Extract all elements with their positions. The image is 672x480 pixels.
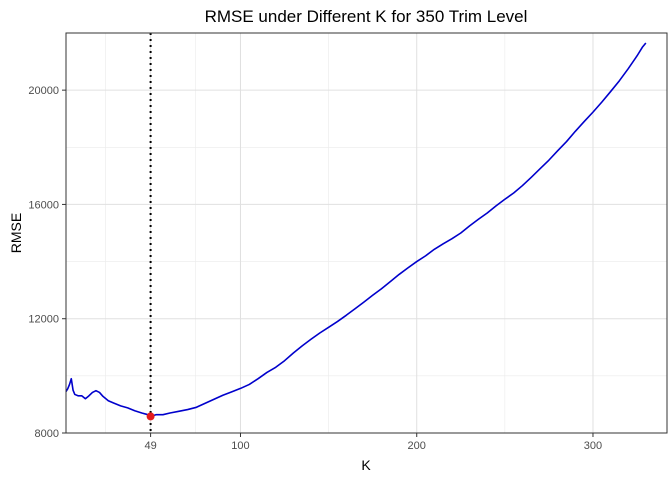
minimum-rmse-point: [146, 412, 155, 421]
y-tick-label: 8000: [35, 428, 59, 440]
y-tick-label: 16000: [28, 199, 59, 211]
x-tick-label: 200: [408, 440, 426, 452]
rmse-series-line: [65, 42, 647, 418]
axis-ticks: 49 100 200 300 8000 12000 16000 20000: [28, 85, 602, 452]
x-tick-label: 100: [231, 440, 249, 452]
data-marks: [65, 33, 647, 433]
y-axis-title: RMSE: [8, 213, 24, 253]
plot-panel: [66, 33, 667, 433]
y-tick-label: 12000: [28, 314, 59, 326]
x-tick-label: 300: [584, 440, 602, 452]
chart-title: RMSE under Different K for 350 Trim Leve…: [205, 7, 528, 26]
plot-border: [65, 32, 668, 434]
y-tick-label: 20000: [28, 85, 59, 97]
x-axis-title: K: [361, 457, 371, 473]
x-tick-label: 49: [144, 440, 156, 452]
